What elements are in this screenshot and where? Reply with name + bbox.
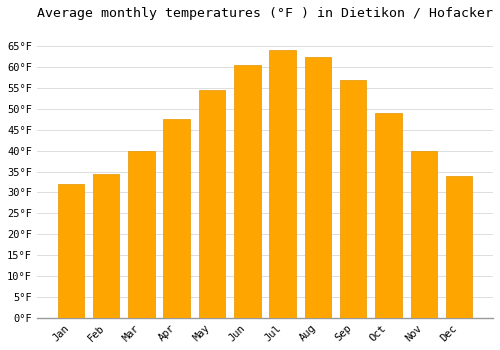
Bar xyxy=(93,174,120,318)
Bar xyxy=(270,50,296,318)
Title: Average monthly temperatures (°F ) in Dietikon / Hofacker: Average monthly temperatures (°F ) in Di… xyxy=(37,7,493,20)
Bar xyxy=(58,184,84,318)
Bar xyxy=(340,79,366,318)
Bar xyxy=(446,176,472,318)
Bar xyxy=(304,57,331,318)
Bar xyxy=(234,65,260,318)
Bar xyxy=(375,113,402,318)
Bar xyxy=(410,150,437,318)
Bar xyxy=(198,90,225,318)
Bar xyxy=(128,150,154,318)
Bar xyxy=(164,119,190,318)
